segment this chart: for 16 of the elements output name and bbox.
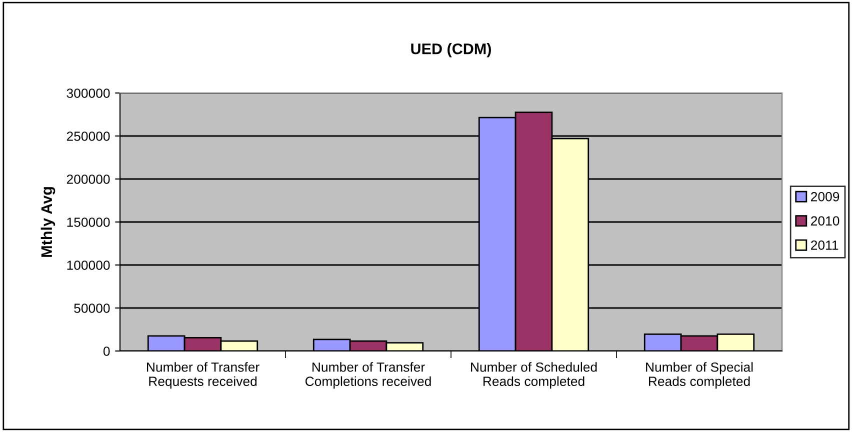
y-tick-label: 250000 xyxy=(66,132,110,141)
y-tick-label: 200000 xyxy=(66,174,110,184)
y-tick-label: 50000 xyxy=(74,304,110,313)
x-tick-label: Number of Scheduled Reads completed xyxy=(471,362,597,389)
legend-label: 2010 xyxy=(811,216,840,226)
y-axis-title: Mthly Avg xyxy=(40,187,56,257)
y-tick-label: 300000 xyxy=(66,88,110,98)
y-tick-label: 0 xyxy=(103,346,110,356)
legend-label: 2009 xyxy=(811,192,840,202)
x-tick-label: Number of Special Reads completed xyxy=(646,362,753,389)
chart-title: UED (CDM) xyxy=(411,43,491,58)
legend-label: 2011 xyxy=(811,240,838,250)
x-tick-label: Number of Transfer Completions received xyxy=(305,362,431,389)
y-tick-label: 100000 xyxy=(67,260,110,270)
y-tick-label: 150000 xyxy=(67,218,110,227)
x-tick-label: Number of Transfer Requests received xyxy=(147,362,260,389)
